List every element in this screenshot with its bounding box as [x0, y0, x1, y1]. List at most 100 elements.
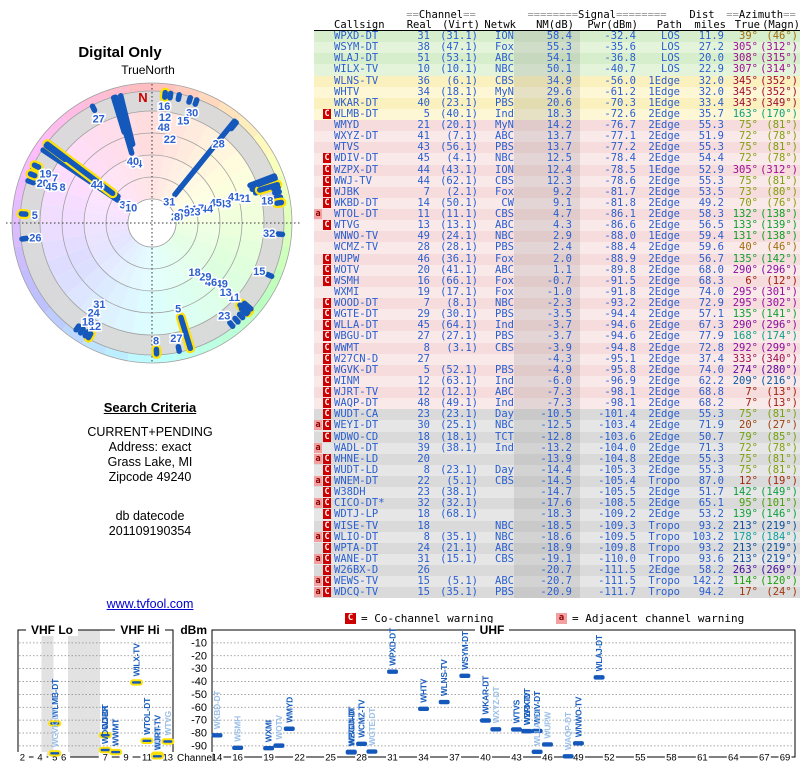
cell-azimuth-true: 213°	[724, 554, 758, 565]
cell-miles: 68.8	[680, 387, 724, 398]
cell-real-channel: 18	[404, 509, 430, 520]
cell-power: -86.1	[580, 209, 636, 220]
station-row: aCW26BX-D26-20.7-111.52Edge58.2263°(269°…	[314, 565, 800, 576]
cell-power: -32.4	[580, 31, 636, 42]
warning-markers: aC	[314, 231, 332, 242]
warning-markers: aC	[314, 265, 332, 276]
polar-channel-label: 19	[39, 168, 51, 180]
cell-virtual-channel: (52.1)	[430, 365, 478, 376]
cell-path: 2Edge	[636, 343, 680, 354]
cell-azimuth-magnetic: (219°)	[758, 543, 798, 554]
adjacent-warning-icon: a	[314, 532, 322, 542]
cell-azimuth-magnetic: (149°)	[758, 487, 798, 498]
cell-network: ABC	[478, 265, 514, 276]
cell-noise-margin: 20.6	[514, 98, 580, 109]
channel-tick-label: 28	[356, 753, 367, 764]
cell-path: 2Edge	[636, 365, 680, 376]
cell-azimuth-magnetic: (76°)	[758, 198, 798, 209]
station-marker	[346, 750, 357, 754]
warning-markers: aC	[314, 320, 332, 331]
station-label: WXYZ-DT	[491, 686, 501, 724]
cell-power: -94.4	[580, 309, 636, 320]
cell-real-channel: 48	[404, 398, 430, 409]
station-row: aCWTVG13(13.1)ABC4.3-86.62Edge56.5133°(1…	[314, 220, 800, 231]
cell-power: -81.7	[580, 187, 636, 198]
station-row: aCWLNS-TV36(6.1)CBS34.9-56.01Edge32.0345…	[314, 76, 800, 87]
cell-real-channel: 23	[404, 409, 430, 420]
cell-azimuth-magnetic: (81°)	[758, 176, 798, 187]
cell-power: -88.0	[580, 231, 636, 242]
co-channel-warning-icon: C	[323, 521, 331, 531]
warning-markers: aC	[314, 120, 332, 131]
warning-markers: aC	[314, 287, 332, 298]
col-true: True	[726, 20, 760, 30]
co-channel-warning-icon: C	[323, 198, 331, 208]
tvfool-link[interactable]: www.tvfool.com	[10, 597, 290, 611]
cell-path: 2Edge	[636, 242, 680, 253]
cell-callsign: WTVG	[332, 220, 404, 231]
cell-miles: 93.2	[680, 521, 724, 532]
cell-path: Tropo	[636, 543, 680, 554]
cell-path: 2Edge	[636, 220, 680, 231]
warning-markers: aC	[314, 298, 332, 309]
cell-azimuth-true: 75°	[724, 120, 758, 131]
cell-miles: 72.9	[680, 298, 724, 309]
cell-path: 2Edge	[636, 387, 680, 398]
cell-azimuth-true: 345°	[724, 76, 758, 87]
cell-real-channel: 7	[404, 187, 430, 198]
cell-virtual-channel	[430, 454, 478, 465]
polar-channel-label: 10	[125, 202, 137, 214]
cell-azimuth-true: 133°	[724, 220, 758, 231]
cell-power: -105.5	[580, 487, 636, 498]
cell-network: NBC	[478, 532, 514, 543]
station-row: aCWCMZ-TV28(28.1)PBS2.4-88.42Edge59.640°…	[314, 242, 800, 253]
cell-miles: 103.2	[680, 532, 724, 543]
cell-power: -109.8	[580, 543, 636, 554]
cell-noise-margin: 2.9	[514, 231, 580, 242]
station-marker	[366, 749, 377, 753]
station-row: aCWTVS43(56.1)PBS13.7-77.22Edge55.375°(8…	[314, 142, 800, 153]
co-channel-warning-icon: C	[323, 187, 331, 197]
cell-azimuth-true: 290°	[724, 265, 758, 276]
station-label: WSMH	[233, 716, 243, 742]
cell-azimuth-magnetic: (27°)	[758, 420, 798, 431]
cell-azimuth-true: 95°	[724, 498, 758, 509]
cell-power: -88.4	[580, 242, 636, 253]
cell-virtual-channel: (23.1)	[430, 98, 478, 109]
cell-virtual-channel: (5.1)	[430, 476, 478, 487]
cell-real-channel: 43	[404, 142, 430, 153]
station-row: aCWBGU-DT27(27.1)PBS-3.7-94.62Edge77.916…	[314, 331, 800, 342]
cell-azimuth-true: 132°	[724, 209, 758, 220]
col-magn: (Magn)	[760, 20, 800, 30]
col-miles: miles	[682, 20, 726, 30]
cell-noise-margin: -19.1	[514, 554, 580, 565]
station-label: WILX-TV	[132, 643, 142, 676]
station-marker	[573, 741, 584, 745]
cell-path: 2Edge	[636, 276, 680, 287]
station-row: aCWXMI19(17.1)Fox-1.0-91.82Edge74.0295°(…	[314, 287, 800, 298]
cell-miles: 27.2	[680, 42, 724, 53]
cell-path: Tropo	[636, 532, 680, 543]
cell-network: Ind	[478, 320, 514, 331]
cell-azimuth-magnetic: (120°)	[758, 576, 798, 587]
cell-virtual-channel: (18.1)	[430, 87, 478, 98]
cell-miles: 55.3	[680, 465, 724, 476]
cell-network: CBS	[478, 343, 514, 354]
cell-real-channel: 39	[404, 443, 430, 454]
cell-azimuth-true: 142°	[724, 487, 758, 498]
polar-channel-label: 44	[91, 179, 104, 191]
co-channel-warning-icon: C	[323, 354, 331, 364]
polar-channel-label: 15	[177, 116, 189, 128]
co-channel-warning-icon: C	[323, 153, 331, 163]
cell-callsign: WISE-TV	[332, 521, 404, 532]
cell-virtual-channel: (6.1)	[430, 76, 478, 87]
cell-virtual-channel: (30.1)	[430, 309, 478, 320]
station-row: aCWLMB-DT5(40.1)Ind18.3-72.62Edge35.7163…	[314, 109, 800, 120]
cell-virtual-channel: (23.1)	[430, 465, 478, 476]
adjacent-warning-icon: a	[314, 554, 322, 564]
cell-miles: 142.2	[680, 576, 724, 587]
polar-channel-label: 18	[261, 196, 273, 208]
uhf-label: UHF	[480, 623, 505, 637]
